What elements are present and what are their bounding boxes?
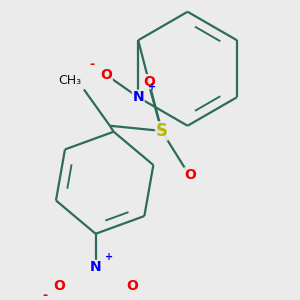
Text: N: N — [90, 260, 101, 274]
Text: -: - — [90, 58, 95, 71]
Text: +: + — [105, 252, 113, 262]
Text: N: N — [132, 90, 144, 104]
Text: CH₃: CH₃ — [58, 74, 81, 87]
Text: O: O — [143, 75, 154, 89]
Text: S: S — [156, 122, 168, 140]
Text: O: O — [126, 279, 138, 292]
Text: +: + — [148, 82, 157, 92]
Text: O: O — [184, 168, 196, 182]
Text: O: O — [53, 279, 65, 292]
Text: O: O — [100, 68, 112, 82]
Text: -: - — [43, 290, 48, 300]
